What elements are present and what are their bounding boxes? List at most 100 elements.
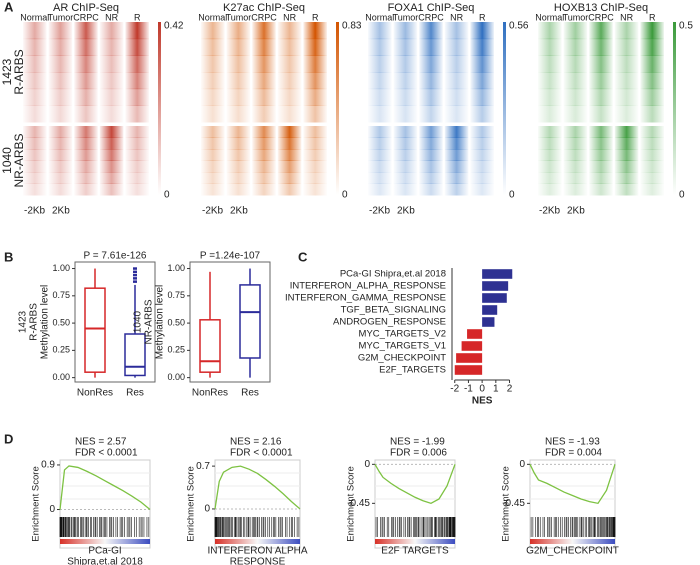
heatmap-cell — [48, 160, 73, 173]
column-label: R — [312, 12, 319, 22]
column-label: Normal — [20, 12, 49, 22]
heatmap-cell — [23, 183, 47, 196]
heatmap-cell — [470, 183, 494, 196]
annotation: P =1.24e-107 — [200, 251, 261, 262]
x-label: INTERFERON ALPHA — [207, 546, 307, 557]
heatmap-cell — [277, 160, 302, 173]
heatmap-cell — [125, 22, 149, 40]
y-label: R-ARBS — [29, 303, 40, 341]
heatmap-cell — [201, 88, 225, 106]
bar — [482, 269, 513, 279]
heatmap-cell — [640, 55, 664, 73]
heatmap-cell — [125, 55, 149, 73]
heatmap-cell — [252, 137, 276, 150]
y-tick-label: 0 — [364, 459, 370, 470]
annotation: FDR = 0.006 — [390, 448, 447, 459]
y-tick-label: -0.45 — [347, 498, 370, 509]
heatmap-cell — [99, 55, 124, 73]
heatmap-cell — [393, 38, 418, 56]
column-label: Tumor — [48, 12, 74, 22]
es-curve — [529, 464, 616, 505]
heatmap-cell — [303, 72, 327, 90]
heatmap-cell — [277, 172, 302, 184]
heatmap-cell — [303, 160, 327, 173]
heatmap-cell — [99, 126, 124, 138]
heatmap-title: FOXA1 ChIP-Seq — [388, 2, 475, 14]
heatmap-cell — [614, 22, 639, 40]
category-label: E2F_TARGETS — [379, 365, 446, 376]
column-label: R — [649, 12, 656, 22]
column-label: CRPC — [588, 12, 614, 22]
heatmap-cell — [368, 72, 392, 90]
heatmap-cell — [444, 183, 469, 196]
x-label: G2M_CHECKPOINT — [526, 546, 619, 557]
heatmap-cell — [393, 22, 418, 40]
heatmap-cell — [125, 183, 149, 196]
heatmap-cell — [589, 149, 613, 161]
x-tick-label: NonRes — [77, 388, 113, 399]
y-tick-label: 0.00 — [52, 372, 70, 382]
column-label: Normal — [198, 12, 227, 22]
plot-frame — [74, 261, 156, 383]
heatmap-cell — [538, 105, 562, 123]
heatmap-cell — [368, 22, 392, 40]
heatmap-cell — [226, 72, 251, 90]
heatmap-cell — [48, 22, 73, 40]
es-curve — [59, 465, 151, 511]
row-label: NR-ARBS — [12, 133, 26, 187]
y-tick-label: 0.50 — [167, 317, 185, 327]
heatmap-cell — [614, 137, 639, 150]
x-label: PCa-GI — [88, 546, 121, 557]
heatmap-cell — [201, 72, 225, 90]
heatmap-cell — [252, 172, 276, 184]
heatmap-cell — [303, 38, 327, 56]
heatmap-cell — [74, 55, 98, 73]
heatmap-cell — [226, 149, 251, 161]
bar — [461, 341, 483, 351]
heatmap-cell — [125, 105, 149, 123]
heatmap-cell — [252, 38, 276, 56]
heatmap-cell — [470, 38, 494, 56]
y-tick-label: 1.00 — [52, 263, 70, 273]
heatmap-cell — [368, 126, 392, 138]
heatmap-cell — [393, 55, 418, 73]
heatmap-cell — [99, 105, 124, 123]
heatmap-cell — [470, 72, 494, 90]
heatmap-cell — [589, 22, 613, 40]
heatmap-cell — [252, 22, 276, 40]
heatmap-cell — [589, 126, 613, 138]
heatmap-cell — [99, 183, 124, 196]
y-tick-label: 0 — [204, 504, 210, 515]
heatmap-cell — [614, 160, 639, 173]
panel-label: A — [4, 0, 14, 14]
bar — [456, 353, 483, 363]
heatmap-cell — [48, 88, 73, 106]
heatmap-cell — [444, 172, 469, 184]
heatmap-cell — [303, 149, 327, 161]
heatmap-cell — [226, 126, 251, 138]
heatmap-cell — [125, 38, 149, 56]
heatmap-cell — [201, 160, 225, 173]
heatmap-cell — [589, 137, 613, 150]
heatmap-cell — [470, 137, 494, 150]
heatmap-cell — [201, 183, 225, 196]
heatmap-title: AR ChIP-Seq — [53, 2, 119, 14]
y-tick-label: 0.7 — [196, 461, 210, 472]
y-label: NR-ARBS — [144, 299, 155, 344]
colorbar-label: 0 — [679, 190, 685, 201]
heatmap-cell — [589, 88, 613, 106]
y-label: Enrichment Score — [346, 466, 357, 542]
heatmap-cell — [303, 22, 327, 40]
heatmap-cell — [419, 183, 443, 196]
heatmap-cell — [277, 38, 302, 56]
heatmap-cell — [226, 55, 251, 73]
heatmap-cell — [538, 149, 562, 161]
heatmap-cell — [419, 105, 443, 123]
column-label: Tumor — [393, 12, 419, 22]
heatmap-cell — [226, 160, 251, 173]
heatmap-cell — [125, 72, 149, 90]
heatmap-cell — [23, 72, 47, 90]
y-tick-label: 0.75 — [52, 290, 70, 300]
heatmap-cell — [368, 172, 392, 184]
y-tick-label: 0.25 — [52, 345, 70, 355]
